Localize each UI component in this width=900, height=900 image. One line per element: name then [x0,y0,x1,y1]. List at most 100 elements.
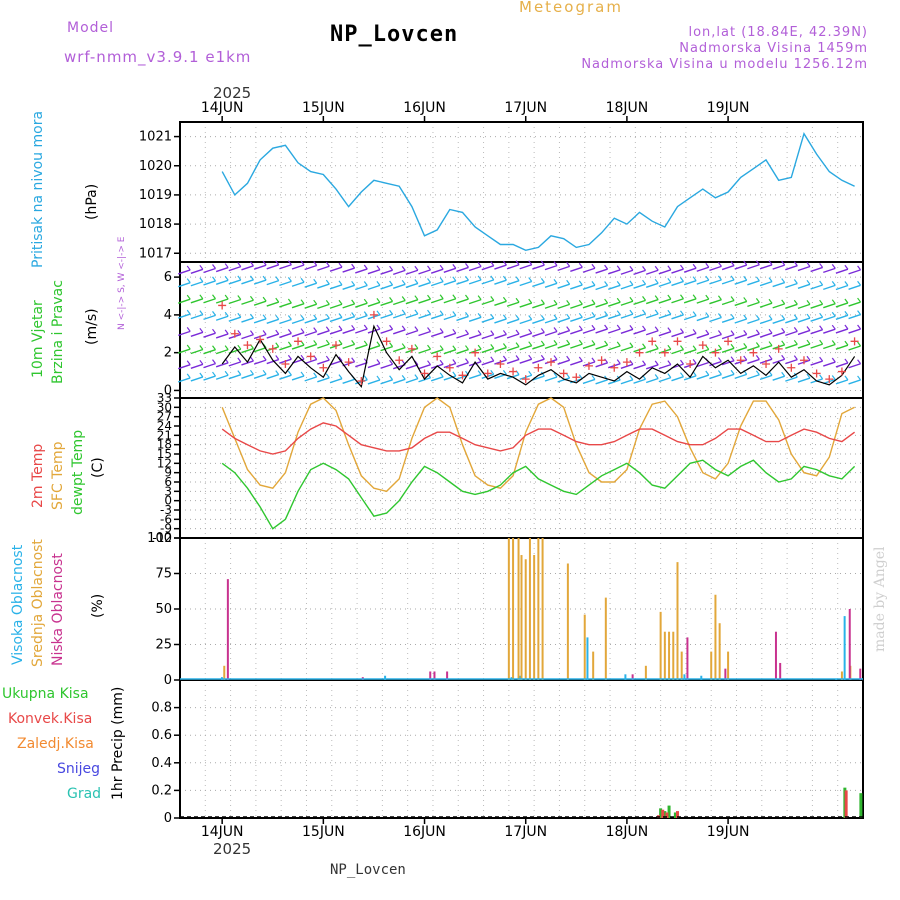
wind-barb [456,266,469,273]
wind-barb [275,260,280,266]
wind-barb [329,303,343,309]
wind-barb [772,264,785,270]
wind-barb [781,340,786,346]
gust-marker [698,341,707,350]
wind-barb [680,264,684,270]
wind-barb [304,282,317,288]
wind-barb [823,328,836,334]
wind-barb [262,296,267,302]
gust-marker [686,360,695,368]
ytick-label: -9 [160,522,172,536]
ytick-label: 15 [157,447,172,461]
wind-barb [376,281,381,286]
wind-barb [355,284,368,291]
gust-marker [812,369,821,378]
wind-barb [430,314,444,320]
wind-barb [696,333,710,339]
wind-barb [578,262,583,268]
wind-barb [844,310,849,316]
wind-barb [186,278,191,284]
wind-barb [237,262,242,267]
wind-barb [389,265,394,271]
wind-barb [439,372,444,378]
wind-barb [351,312,356,317]
wind-barb [291,281,305,287]
wind-barb [633,299,646,306]
wind-barb [477,370,482,375]
wind-barb [313,372,318,378]
panel-frame [179,121,864,263]
wind-barb [367,269,381,275]
wind-barb [553,327,558,332]
gust-marker [268,344,277,353]
wind-barb [241,279,254,285]
wind-barb [692,276,697,282]
wind-barb [464,275,469,281]
wind-barb [743,260,748,266]
wind-barb [582,378,596,385]
wind-barb [481,333,494,340]
wind-barb [667,309,672,315]
wind-barb [199,345,204,350]
wind-barb [253,279,267,285]
wind-barb [616,359,621,365]
wind-barb [595,379,608,385]
wind-barb [528,354,533,360]
wind-barb [317,317,330,323]
wind-barb [772,318,785,324]
wind-barb [262,260,267,266]
wind-barb [645,269,659,275]
wind-barb [540,278,545,283]
wind-barb [313,340,318,345]
wind-barb [528,328,533,334]
wind-barb [831,264,836,269]
wind-barb [823,343,836,350]
wind-barb [186,373,191,379]
wind-barb [414,374,419,379]
wind-barb [342,284,355,290]
wind-barb [418,348,431,354]
wind-barb [642,279,647,285]
wind-barb [831,281,836,286]
wind-barb [186,360,191,366]
wind-barb [831,311,836,317]
wind-barb [515,355,520,360]
wind-barb [608,379,621,385]
wind-barb [515,260,520,266]
wind-barb [785,343,798,349]
wind-barb [570,360,583,366]
wind-barb [405,269,419,275]
gust-marker [281,360,290,368]
legend-frozen: Zaledj.Kisa [17,736,94,752]
wind-barb [253,318,267,324]
wind-barb [755,315,760,320]
wind-barb [629,309,634,315]
wind-barb [629,375,634,381]
wind-barb [287,354,292,360]
wind-barb [709,299,722,305]
wind-barb [212,311,216,316]
wind-barb [494,333,507,340]
wind-barb [544,264,558,271]
wind-barb [658,376,672,383]
wind-barb [578,280,583,286]
wind-barb [772,303,785,309]
wind-barb [304,303,317,309]
wind-barb [490,261,495,267]
wind-barb [806,279,811,285]
wind-barb [604,264,609,270]
wind-barb [275,355,280,360]
wind-barb [506,318,520,325]
wind-barb [654,360,659,366]
wind-barb [582,343,596,350]
wind-barb [203,332,216,338]
wind-barb [317,343,330,349]
wind-barb [490,296,495,301]
wind-barb [591,375,596,380]
wind-barb [190,313,204,320]
gust-marker [483,369,492,378]
wind-barb [237,312,242,318]
wind-barb [595,314,608,321]
wind-barb [806,355,811,361]
wind-barb [427,309,432,315]
